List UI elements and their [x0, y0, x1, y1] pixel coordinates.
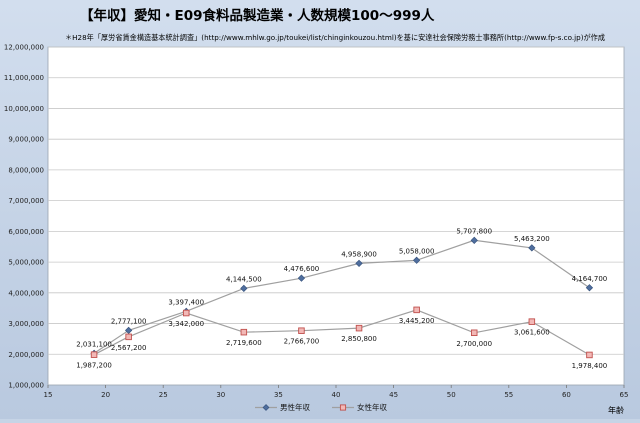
- legend-marker-male: [262, 404, 270, 411]
- female-income-point: [240, 328, 248, 336]
- chart-subtitle: ＊H28年「厚労省賃金構造基本統計調査」(http://www.mhlw.go.…: [65, 33, 605, 42]
- x-axis-label: 年齢: [608, 405, 624, 415]
- male-income-point: [528, 244, 536, 252]
- x-tick-label: 50: [447, 391, 456, 399]
- female-income-point: [355, 324, 363, 332]
- female-data-label: 2,700,000: [456, 340, 492, 348]
- y-tick-label: 3,000,000: [8, 320, 44, 328]
- female-data-label: 2,766,700: [284, 338, 320, 346]
- female-income-point: [90, 351, 98, 358]
- female-data-label: 2,719,600: [226, 339, 262, 347]
- male-income-point: [297, 274, 306, 282]
- male-data-label: 3,397,400: [168, 298, 204, 306]
- x-tick-label: 40: [332, 391, 341, 399]
- x-tick-label: 15: [44, 391, 53, 399]
- male-income-point: [470, 236, 478, 244]
- series-line-male: [93, 239, 590, 354]
- male-data-label: 2,031,100: [76, 340, 112, 348]
- female-income-point: [125, 333, 132, 341]
- y-tick-label: 1,000,000: [8, 382, 44, 390]
- male-income-point: [355, 259, 363, 267]
- female-income-point: [413, 306, 420, 314]
- x-tick-label: 30: [216, 391, 225, 399]
- female-income-point: [470, 329, 478, 337]
- female-income-point: [298, 327, 305, 334]
- female-data-label: 3,445,200: [399, 317, 435, 325]
- x-tick-label: 35: [274, 391, 283, 399]
- male-income-point: [585, 284, 594, 292]
- y-tick-label: 7,000,000: [8, 197, 44, 205]
- female-data-label: 1,987,200: [76, 362, 112, 370]
- y-tick-label: 10,000,000: [4, 105, 44, 113]
- x-tick-label: 20: [101, 391, 110, 399]
- male-data-label: 5,058,000: [399, 247, 435, 255]
- female-data-label: 1,978,400: [572, 362, 608, 370]
- male-data-label: 4,958,900: [341, 250, 377, 258]
- male-data-label: 2,777,100: [111, 317, 147, 325]
- y-tick-label: 2,000,000: [8, 351, 44, 359]
- female-data-label: 2,850,800: [341, 335, 377, 343]
- male-data-label: 4,144,500: [226, 275, 262, 283]
- x-tick-label: 45: [389, 391, 398, 399]
- y-tick-label: 8,000,000: [8, 166, 44, 174]
- x-tick-label: 55: [504, 391, 513, 399]
- male-data-label: 4,476,600: [284, 265, 320, 273]
- female-data-label: 2,567,200: [111, 344, 147, 352]
- x-tick-label: 65: [620, 391, 629, 399]
- female-data-label: 3,061,600: [514, 329, 550, 337]
- female-income-point: [528, 318, 536, 325]
- x-tick-label: 25: [159, 391, 168, 399]
- female-income-point: [586, 351, 593, 359]
- female-income-point: [182, 309, 190, 317]
- y-tick-label: 12,000,000: [4, 44, 44, 52]
- chart-title: 【年収】愛知・E09食料品製造業・人数規模100～999人: [80, 7, 435, 24]
- male-data-label: 5,707,800: [456, 227, 492, 235]
- legend: 男性年収 女性年収: [255, 402, 387, 412]
- female-data-label: 3,342,000: [168, 320, 204, 328]
- series-layer: [90, 236, 594, 359]
- y-tick-label: 4,000,000: [8, 289, 44, 297]
- legend-marker-female: [339, 404, 347, 411]
- grid-lines: [48, 46, 624, 355]
- axes: 1,000,000 2,000,000 3,000,000 4,000,000 5,00…: [4, 44, 629, 400]
- data-labels: 2,031,100 1,987,200 2,777,100 2,567,200 3,39…: [76, 227, 607, 370]
- y-tick-label: 9,000,000: [8, 136, 44, 144]
- male-income-point: [240, 284, 248, 293]
- male-data-label: 4,164,700: [572, 275, 608, 283]
- legend-label: 男性年収: [280, 402, 310, 412]
- male-data-label: 5,463,200: [514, 235, 550, 243]
- y-tick-label: 6,000,000: [8, 228, 44, 236]
- male-income-point: [413, 256, 421, 264]
- y-tick-label: 5,000,000: [8, 259, 44, 267]
- series-line-female: [93, 309, 590, 356]
- y-tick-label: 11,000,000: [4, 74, 44, 82]
- legend-label: 女性年収: [357, 402, 387, 412]
- x-tick-label: 60: [562, 391, 571, 399]
